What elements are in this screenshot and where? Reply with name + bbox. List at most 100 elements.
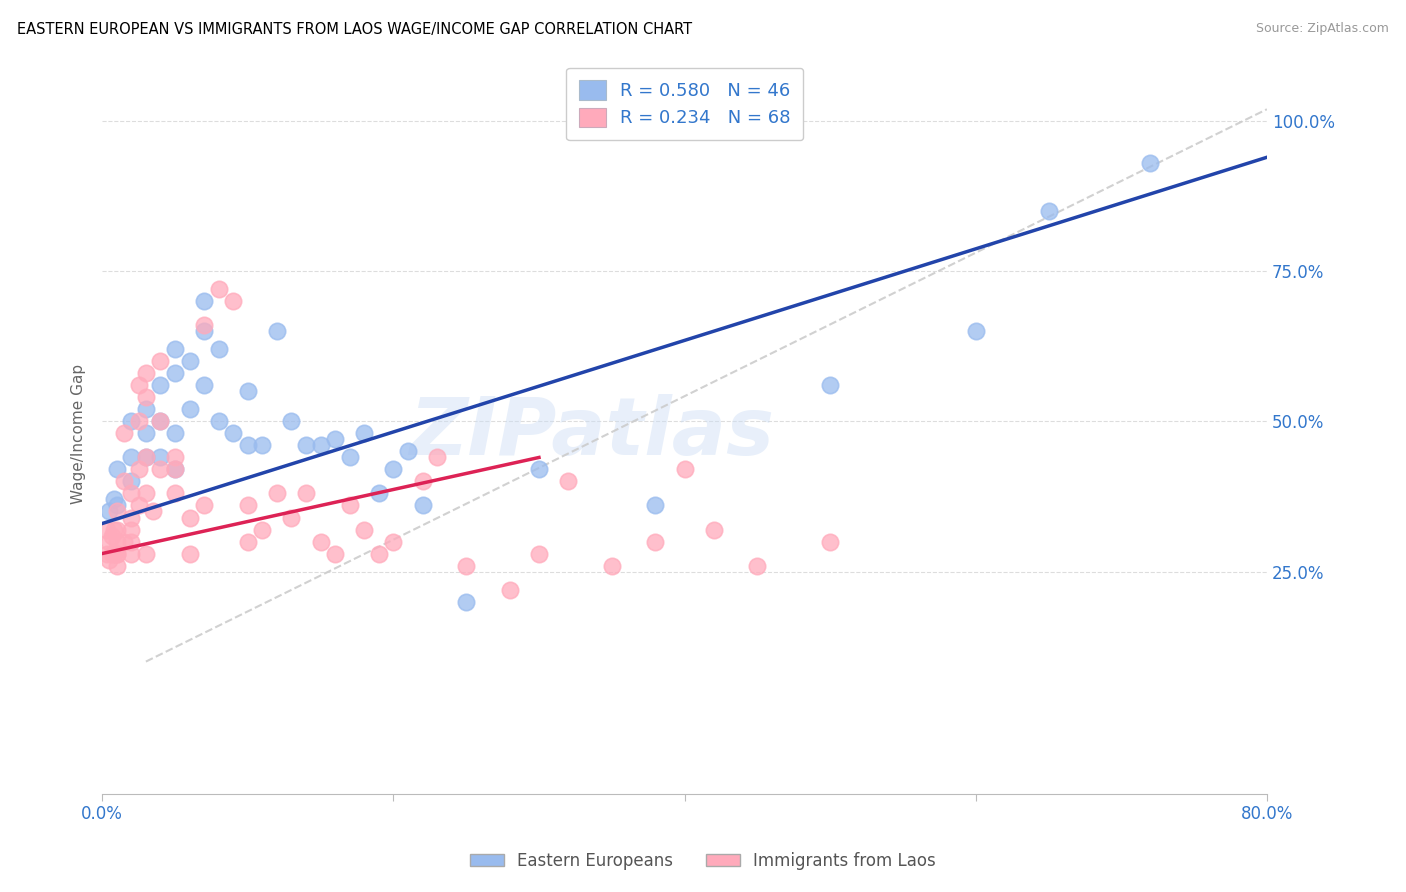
Point: [105, 504, 128, 518]
Point: [135, 486, 157, 500]
Point: [252, 438, 274, 452]
Point: [266, 486, 288, 500]
Point: [236, 438, 259, 452]
Point: [96, 547, 118, 561]
Point: [149, 354, 172, 368]
Text: Source: ZipAtlas.com: Source: ZipAtlas.com: [1256, 22, 1389, 36]
Point: [98, 504, 121, 518]
Point: [179, 547, 201, 561]
Point: [128, 414, 150, 428]
Point: [128, 378, 150, 392]
Point: [382, 534, 405, 549]
Point: [149, 414, 172, 428]
Point: [163, 367, 186, 381]
Point: [96, 523, 118, 537]
Point: [142, 504, 165, 518]
Point: [112, 426, 135, 441]
Point: [208, 343, 231, 357]
Point: [101, 528, 124, 542]
Point: [236, 384, 259, 399]
Point: [149, 414, 172, 428]
Point: [818, 534, 841, 549]
Point: [353, 426, 375, 441]
Point: [295, 438, 318, 452]
Point: [818, 378, 841, 392]
Point: [163, 343, 186, 357]
Point: [411, 475, 433, 489]
Point: [103, 547, 125, 561]
Point: [179, 510, 201, 524]
Point: [499, 582, 522, 597]
Point: [101, 547, 124, 561]
Point: [105, 499, 128, 513]
Point: [426, 450, 449, 465]
Point: [149, 378, 172, 392]
Point: [179, 354, 201, 368]
Point: [120, 523, 142, 537]
Point: [965, 325, 987, 339]
Point: [644, 534, 666, 549]
Point: [323, 547, 346, 561]
Point: [527, 547, 550, 561]
Point: [120, 475, 142, 489]
Point: [280, 414, 302, 428]
Point: [193, 325, 215, 339]
Point: [149, 462, 172, 476]
Point: [339, 499, 361, 513]
Point: [128, 499, 150, 513]
Point: [353, 523, 375, 537]
Point: [266, 325, 288, 339]
Point: [105, 547, 128, 561]
Point: [396, 444, 419, 458]
Text: EASTERN EUROPEAN VS IMMIGRANTS FROM LAOS WAGE/INCOME GAP CORRELATION CHART: EASTERN EUROPEAN VS IMMIGRANTS FROM LAOS…: [17, 22, 692, 37]
Point: [236, 534, 259, 549]
Point: [411, 499, 433, 513]
Point: [163, 450, 186, 465]
Point: [120, 547, 142, 561]
Point: [105, 462, 128, 476]
Point: [135, 450, 157, 465]
Text: ZIPatlas: ZIPatlas: [409, 394, 773, 473]
Point: [252, 523, 274, 537]
Point: [193, 318, 215, 333]
Point: [323, 433, 346, 447]
Point: [747, 558, 769, 573]
Point: [236, 499, 259, 513]
Point: [208, 414, 231, 428]
Point: [135, 547, 157, 561]
Point: [295, 486, 318, 500]
Point: [128, 462, 150, 476]
Point: [135, 402, 157, 417]
Point: [163, 426, 186, 441]
Point: [163, 462, 186, 476]
Point: [105, 547, 128, 561]
Point: [149, 450, 172, 465]
Point: [105, 558, 128, 573]
Point: [703, 523, 725, 537]
Point: [98, 552, 121, 566]
Point: [112, 475, 135, 489]
Point: [105, 523, 128, 537]
Point: [98, 534, 121, 549]
Point: [309, 534, 332, 549]
Point: [309, 438, 332, 452]
Point: [193, 378, 215, 392]
Point: [120, 450, 142, 465]
Point: [280, 510, 302, 524]
Point: [120, 534, 142, 549]
Point: [120, 414, 142, 428]
Point: [456, 594, 478, 608]
Point: [163, 462, 186, 476]
Point: [193, 499, 215, 513]
Point: [135, 367, 157, 381]
Point: [105, 534, 128, 549]
Point: [382, 462, 405, 476]
Legend: R = 0.580   N = 46, R = 0.234   N = 68: R = 0.580 N = 46, R = 0.234 N = 68: [565, 68, 803, 140]
Point: [112, 534, 135, 549]
Point: [103, 492, 125, 507]
Point: [367, 486, 389, 500]
Y-axis label: Wage/Income Gap: Wage/Income Gap: [72, 363, 86, 503]
Point: [135, 450, 157, 465]
Point: [600, 558, 623, 573]
Point: [222, 426, 245, 441]
